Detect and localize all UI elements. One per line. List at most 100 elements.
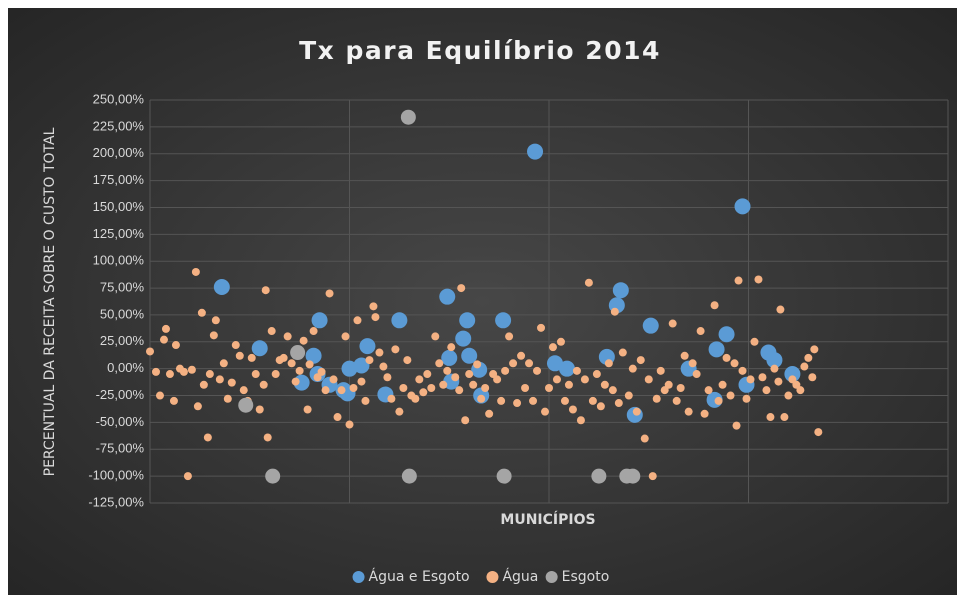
- point: [656, 366, 665, 375]
- point: [496, 468, 512, 484]
- point: [375, 348, 384, 357]
- point: [209, 331, 218, 340]
- point: [415, 375, 424, 384]
- point: [213, 278, 230, 295]
- point: [493, 375, 502, 384]
- point: [796, 386, 805, 395]
- point: [556, 337, 565, 346]
- point: [718, 326, 735, 343]
- point: [734, 198, 751, 215]
- point: [203, 433, 212, 442]
- chart-title: Tx para Equilíbrio 2014: [299, 36, 661, 65]
- point: [477, 394, 486, 403]
- point: [309, 327, 318, 336]
- point: [696, 327, 705, 336]
- point: [383, 373, 392, 382]
- point: [700, 409, 709, 418]
- point: [399, 384, 408, 393]
- point: [481, 384, 490, 393]
- y-tick-label: -75,00%: [96, 441, 145, 456]
- point: [722, 353, 731, 362]
- point: [762, 386, 771, 395]
- point: [596, 402, 605, 411]
- point: [591, 468, 607, 484]
- point: [738, 366, 747, 375]
- point: [223, 394, 232, 403]
- point: [387, 394, 396, 403]
- point: [776, 305, 785, 314]
- point: [151, 367, 160, 376]
- point: [533, 366, 542, 375]
- point: [219, 359, 228, 368]
- point: [183, 472, 192, 481]
- point: [537, 323, 546, 332]
- point: [513, 399, 522, 408]
- point: [734, 276, 743, 285]
- point: [439, 380, 448, 389]
- point: [704, 386, 713, 395]
- point: [642, 317, 659, 334]
- point: [333, 413, 342, 422]
- point: [688, 359, 697, 368]
- point: [187, 365, 196, 374]
- point: [349, 384, 358, 393]
- point: [329, 375, 338, 384]
- point: [359, 338, 376, 355]
- point: [558, 360, 575, 377]
- point: [447, 343, 456, 352]
- point: [169, 396, 178, 405]
- point: [431, 332, 440, 341]
- point: [435, 359, 444, 368]
- point: [732, 421, 741, 430]
- point: [495, 312, 512, 329]
- y-tick-label: -25,00%: [96, 387, 145, 402]
- point: [614, 399, 623, 408]
- point: [644, 375, 653, 384]
- point: [199, 380, 208, 389]
- point: [572, 366, 581, 375]
- point: [146, 347, 154, 356]
- point: [321, 386, 330, 395]
- point: [640, 434, 649, 443]
- point: [251, 370, 260, 379]
- point: [271, 370, 280, 379]
- point: [305, 347, 322, 364]
- point: [159, 335, 168, 344]
- legend-marker: [545, 571, 558, 583]
- point: [521, 384, 530, 393]
- point: [473, 360, 482, 369]
- point: [303, 405, 312, 414]
- point: [692, 370, 701, 379]
- point: [239, 386, 248, 395]
- point: [443, 366, 452, 375]
- point: [552, 375, 561, 384]
- point: [664, 380, 673, 389]
- point: [754, 275, 763, 284]
- point: [766, 352, 783, 369]
- y-tick-label: 0,00%: [107, 360, 144, 375]
- point: [592, 370, 601, 379]
- y-tick-label: 125,00%: [93, 226, 145, 241]
- point: [365, 356, 374, 365]
- point: [608, 386, 617, 395]
- point: [808, 373, 817, 382]
- point: [395, 407, 404, 416]
- point: [361, 396, 370, 405]
- point: [505, 332, 514, 341]
- point: [804, 353, 813, 362]
- point: [215, 375, 224, 384]
- point: [784, 391, 793, 400]
- point: [742, 394, 751, 403]
- point: [353, 316, 362, 325]
- point: [529, 396, 538, 405]
- point: [628, 364, 637, 373]
- point: [459, 312, 476, 329]
- point: [766, 413, 775, 422]
- point: [179, 367, 188, 376]
- y-tick-label: 25,00%: [100, 333, 145, 348]
- point: [279, 353, 288, 362]
- point: [165, 370, 174, 379]
- point: [231, 341, 240, 350]
- point: [800, 362, 809, 371]
